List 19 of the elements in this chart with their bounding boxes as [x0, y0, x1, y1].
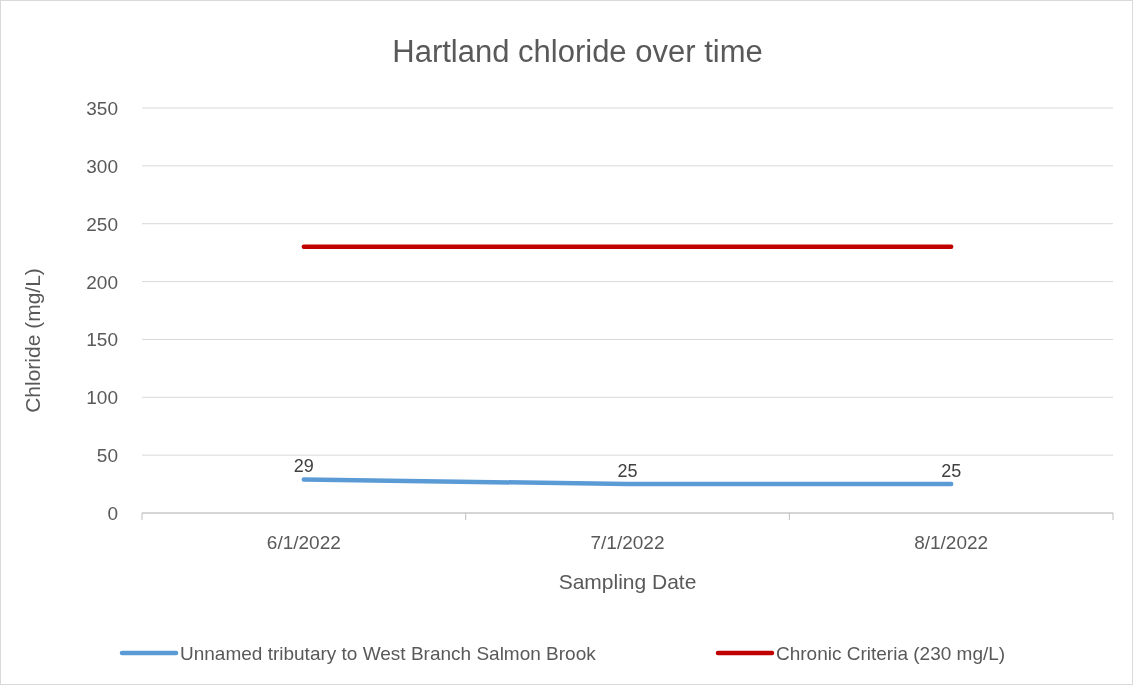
y-tick-label: 250: [86, 213, 118, 235]
y-axis-title: Chloride (mg/L): [21, 268, 44, 413]
y-tick-label: 350: [86, 98, 118, 119]
legend-label: Chronic Criteria (230 mg/L): [776, 643, 1006, 664]
chart-title: Hartland chloride over time: [392, 34, 763, 69]
y-tick-label: 150: [86, 329, 118, 351]
y-tick-label: 0: [107, 503, 118, 524]
y-tick-label: 200: [86, 271, 118, 293]
y-tick-label: 100: [86, 387, 118, 409]
x-tick-label: 7/1/2022: [590, 532, 665, 553]
data-label: 25: [941, 461, 962, 482]
y-tick-label: 50: [96, 445, 118, 467]
x-tick-label: 8/1/2022: [914, 532, 989, 553]
x-tick-label: 6/1/2022: [266, 532, 341, 553]
x-axis-title: Sampling Date: [558, 570, 697, 593]
data-label: 29: [293, 456, 314, 477]
y-tick-label: 300: [86, 155, 118, 177]
data-label: 25: [617, 461, 638, 482]
legend-label: Unnamed tributary to West Branch Salmon Brook: [180, 643, 597, 664]
